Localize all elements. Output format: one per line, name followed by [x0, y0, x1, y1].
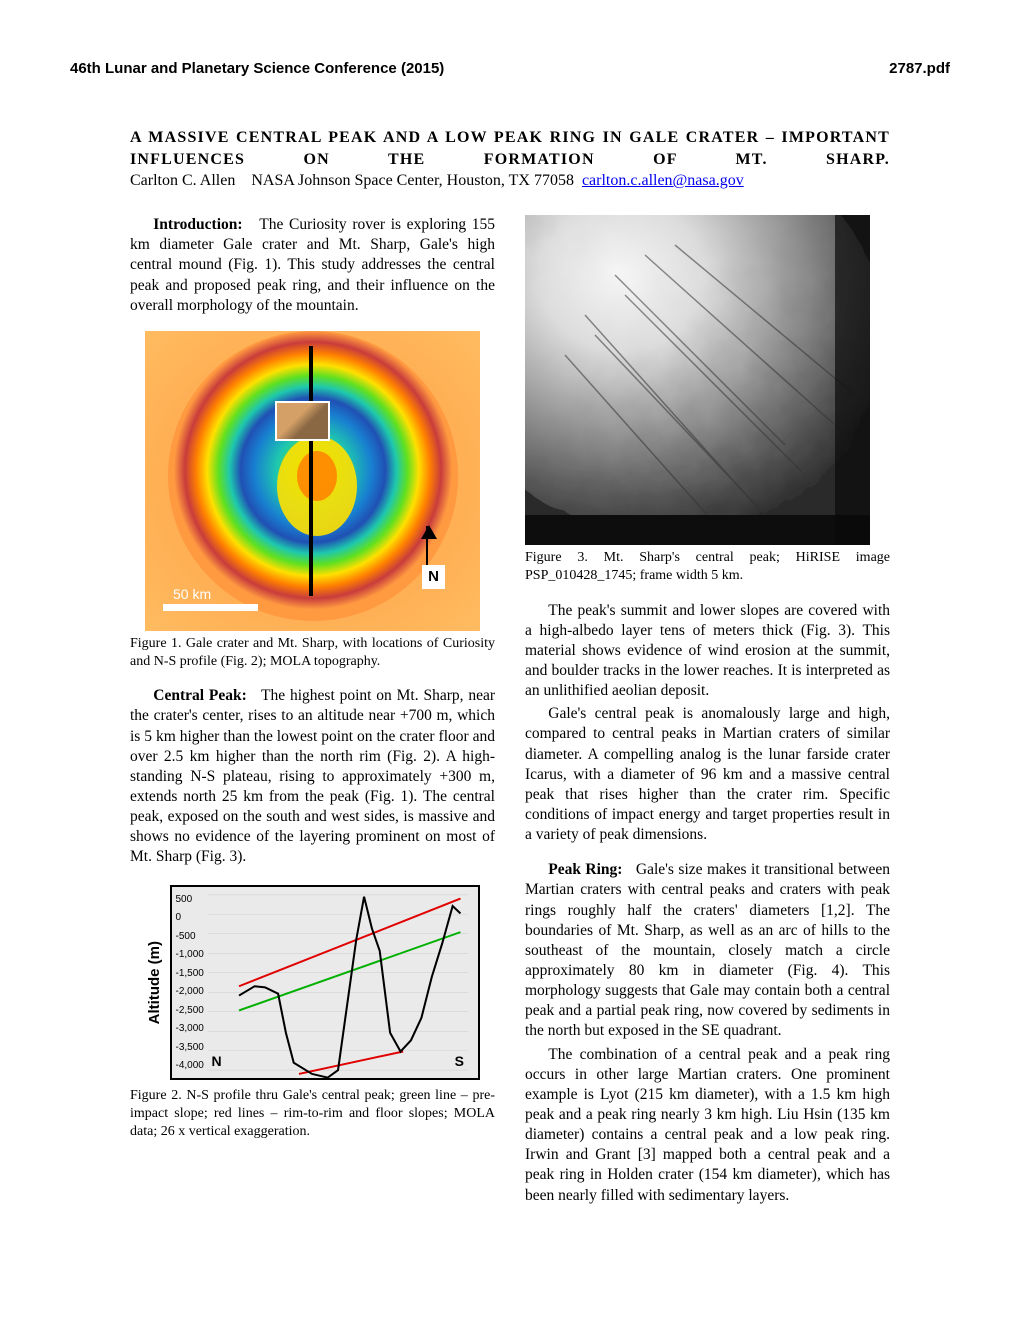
figure-3: Figure 3. Mt. Sharp's central peak; HiRI…	[525, 215, 890, 585]
figure-2-caption: Figure 2. N-S profile thru Gale's centra…	[130, 1087, 495, 1142]
figure-2-chart-container: Altitude (m) 500 0 -500 -1,000 -1,500 -2…	[145, 883, 480, 1083]
paper-title: A MASSIVE CENTRAL PEAK AND A LOW PEAK RI…	[130, 127, 890, 170]
doc-reference: 2787.pdf	[889, 60, 950, 77]
profile-chart-svg	[172, 887, 479, 1078]
figure-3-caption: Figure 3. Mt. Sharp's central peak; HiRI…	[525, 549, 890, 585]
two-column-layout: Introduction: The Curiosity rover is exp…	[130, 215, 890, 1208]
north-label: N	[422, 565, 445, 589]
page-header: 46th Lunar and Planetary Science Confere…	[70, 60, 950, 77]
profile-line	[309, 346, 313, 596]
conference-name: 46th Lunar and Planetary Science Confere…	[70, 60, 444, 77]
title-block: A MASSIVE CENTRAL PEAK AND A LOW PEAK RI…	[130, 127, 890, 190]
peak-ring-text1: Gale's size makes it transitional betwee…	[525, 861, 890, 1039]
curiosity-marker	[275, 401, 330, 441]
author-line: Carlton C. Allen NASA Johnson Space Cent…	[130, 172, 890, 190]
central-peak-paragraph: Central Peak: The highest point on Mt. S…	[130, 686, 495, 867]
figure-1: N 50 km Figure 1. Gale crater and Mt. Sh…	[130, 331, 495, 671]
figure-2-north: N	[212, 1052, 222, 1070]
hirise-svg	[525, 215, 870, 545]
right-column: Figure 3. Mt. Sharp's central peak; HiRI…	[525, 215, 890, 1208]
central-peak-heading: Central Peak:	[153, 687, 247, 704]
figure-2-chart: 500 0 -500 -1,000 -1,500 -2,000 -2,500 -…	[170, 885, 481, 1080]
intro-paragraph: Introduction: The Curiosity rover is exp…	[130, 215, 495, 316]
central-peak-text: The highest point on Mt. Sharp, near the…	[130, 687, 495, 865]
author-affiliation: NASA Johnson Space Center, Houston, TX 7…	[251, 172, 574, 189]
peak-ring-heading: Peak Ring:	[548, 861, 622, 878]
author-name: Carlton C. Allen	[130, 172, 235, 189]
left-column: Introduction: The Curiosity rover is exp…	[130, 215, 495, 1208]
intro-heading: Introduction:	[153, 216, 242, 233]
scalebar	[163, 604, 258, 611]
figure-1-image: N 50 km	[145, 331, 480, 631]
peak-ring-para1: Peak Ring: Gale's size makes it transiti…	[525, 860, 890, 1041]
col2-para2: Gale's central peak is anomalously large…	[525, 704, 890, 845]
figure-2: Altitude (m) 500 0 -500 -1,000 -1,500 -2…	[130, 883, 495, 1142]
figure-1-caption: Figure 1. Gale crater and Mt. Sharp, wit…	[130, 635, 495, 671]
figure-3-image	[525, 215, 870, 545]
author-email[interactable]: carlton.c.allen@nasa.gov	[582, 172, 744, 189]
figure-2-south: S	[455, 1052, 464, 1070]
figure-2-ylabel: Altitude (m)	[145, 941, 165, 1024]
content-area: A MASSIVE CENTRAL PEAK AND A LOW PEAK RI…	[70, 127, 950, 1209]
col2-para1: The peak's summit and lower slopes are c…	[525, 601, 890, 702]
peak-ring-para2: The combination of a central peak and a …	[525, 1045, 890, 1206]
scalebar-label: 50 km	[173, 585, 211, 603]
